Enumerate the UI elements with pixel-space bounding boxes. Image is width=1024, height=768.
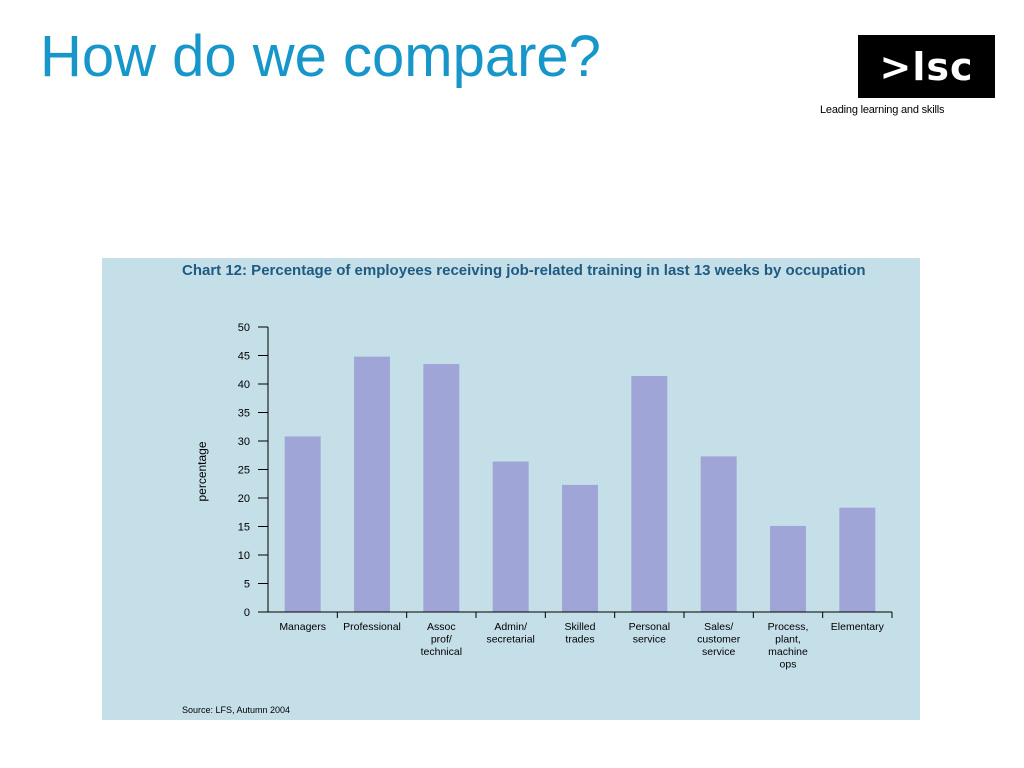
lsc-logo: >lsc: [858, 35, 995, 98]
bar-5: [631, 376, 668, 612]
bar-7: [770, 525, 806, 612]
y-tick-label: 5: [244, 579, 250, 591]
bar-6: [700, 456, 737, 612]
y-tick-label: 35: [238, 408, 250, 420]
chart-panel: Chart 12: Percentage of employees receiv…: [102, 258, 920, 720]
y-tick-label: 10: [238, 550, 250, 562]
y-tick-label: 50: [238, 322, 250, 334]
bar-4: [562, 484, 598, 612]
bar-chart: 0 5 10 15 20 25 30 35 40 45 50 percentage Managers Pr…: [195, 322, 893, 671]
chart-title: Chart 12: Percentage of employees receiv…: [182, 262, 866, 279]
y-tick-label: 30: [238, 436, 250, 448]
x-tick-label: Elementary: [831, 621, 885, 633]
x-tick-label: Managers: [279, 621, 326, 633]
logo-tagline: Leading learning and skills: [820, 104, 945, 116]
x-tick-label: Process, plant, machine ops: [768, 621, 809, 671]
y-tick-label: 25: [238, 465, 250, 477]
x-tick-label: Professional: [343, 621, 401, 633]
y-tick-label: 40: [238, 379, 250, 391]
bar-8: [839, 507, 876, 612]
x-tick-label: Assoc prof/technical: [421, 621, 462, 658]
bar-3: [492, 461, 529, 612]
y-tick-label: 15: [238, 522, 250, 534]
slide-title: How do we compare?: [40, 24, 601, 89]
x-tick-label: Personal service: [629, 621, 670, 646]
bar-1: [354, 356, 390, 612]
y-tick-label: 45: [238, 351, 250, 363]
x-tick-label: Skilled trades: [565, 621, 596, 646]
y-tick-label: 20: [238, 493, 250, 505]
chart-source: Source: LFS, Autumn 2004: [182, 705, 291, 715]
bar-2: [423, 364, 460, 612]
bar-0: [284, 436, 321, 612]
x-tick-label: Sales/customer service: [697, 621, 741, 658]
y-axis-label: percentage: [195, 441, 209, 501]
y-tick-label: 0: [244, 607, 250, 619]
x-tick-label: Admin/secretarial: [486, 621, 534, 646]
